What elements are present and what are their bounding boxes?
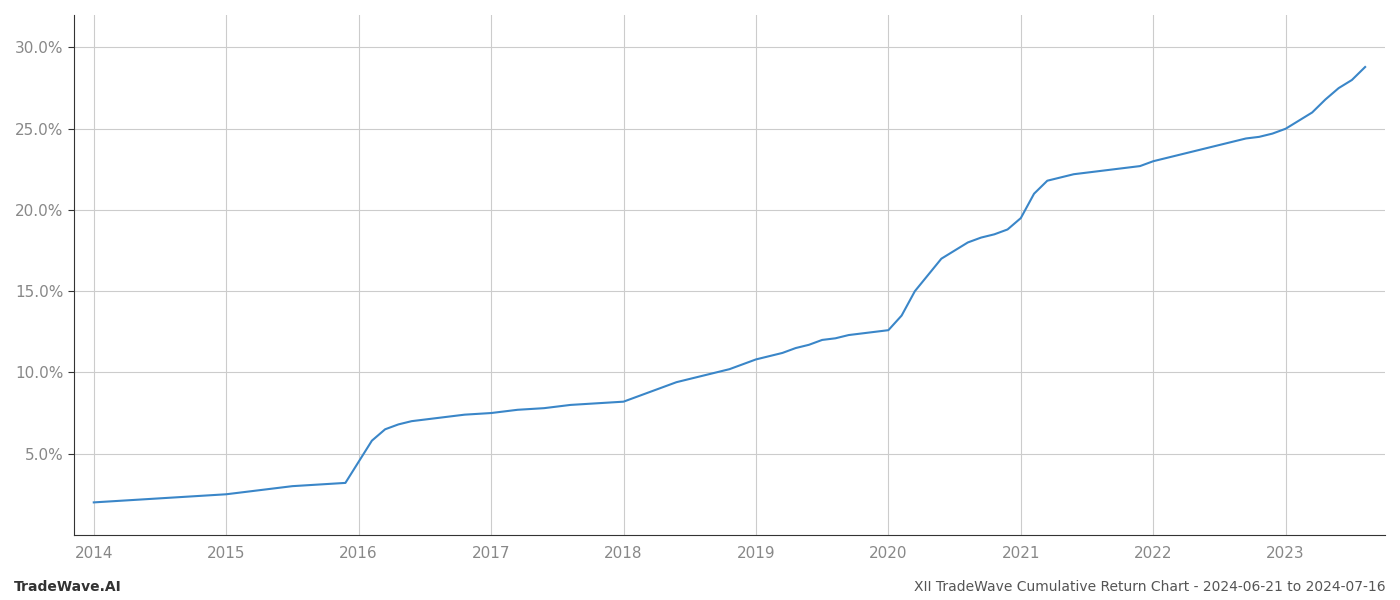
Text: XII TradeWave Cumulative Return Chart - 2024-06-21 to 2024-07-16: XII TradeWave Cumulative Return Chart - … bbox=[914, 580, 1386, 594]
Text: TradeWave.AI: TradeWave.AI bbox=[14, 580, 122, 594]
